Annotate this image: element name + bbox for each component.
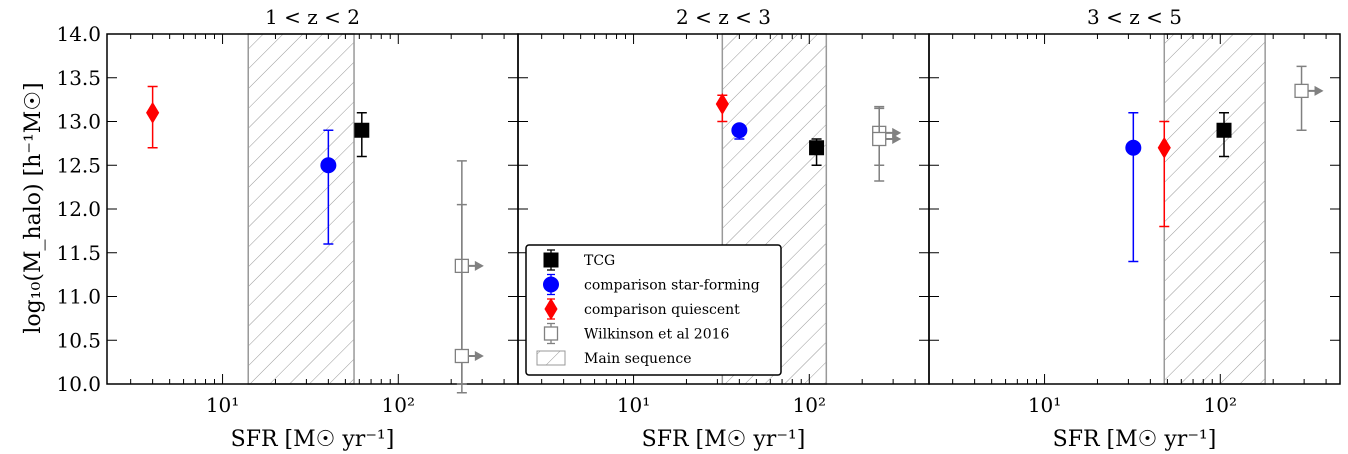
panel-title: 1 < z < 2 [265,5,360,29]
y-tick-label: 12.0 [56,197,101,221]
legend-label: comparison star-forming [584,278,760,294]
legend-marker [544,298,558,320]
x-tick-label: 10² [1204,393,1237,417]
legend-marker [543,252,559,268]
legend-label: Wilkinson et al 2016 [584,327,730,343]
x-tick-label: 10¹ [1028,393,1061,417]
data-point [731,122,748,139]
main-sequence-band [1163,33,1266,385]
limit-arrow-head [474,351,484,361]
data-point [1157,136,1171,159]
x-tick-label: 10¹ [617,393,650,417]
limit-arrow-head [892,134,902,144]
legend-marker [543,326,559,341]
y-tick-label: 12.5 [56,153,101,177]
x-axis-label: SFR [M☉ yr⁻¹] [231,427,395,452]
limit-arrow-head [1314,85,1324,96]
legend-swatch-main-sequence [536,350,566,366]
data-point [872,131,887,147]
panel-title: 2 < z < 3 [676,5,771,29]
legend-label: Main sequence [584,351,692,367]
x-axis-label: SFR [M☉ yr⁻¹] [642,427,806,452]
data-point [1125,139,1142,156]
y-axis-label: log₁₀(M_halo) [h⁻¹M☉] [21,82,46,333]
x-tick-label: 10² [793,393,826,417]
x-axis-label: SFR [M☉ yr⁻¹] [1053,427,1217,452]
legend-box [525,244,782,376]
panel-frame [928,33,1341,385]
data-point [1216,122,1232,138]
y-tick-label: 10.0 [56,372,101,396]
data-point [354,122,370,138]
panel-title: 3 < z < 5 [1087,5,1182,29]
data-point [454,348,470,364]
data-point [809,140,825,156]
x-tick-label: 10² [382,393,415,417]
panel-2: 2 < z < 3 SFR [M☉ yr⁻¹] 10¹ 10² [517,5,930,452]
y-tick-label: 13.5 [56,66,101,90]
main-sequence-band [247,33,355,385]
data-point [715,93,729,115]
y-tick-label: 10.5 [56,328,101,352]
x-tick-label: 10¹ [206,393,239,417]
data-point [146,101,160,124]
limit-arrow-head [474,260,484,271]
y-tick-label: 14.0 [56,22,101,46]
legend-label: comparison quiescent [584,302,740,318]
y-tick-label: 11.0 [56,285,101,309]
y-tick-label: 13.0 [56,110,101,134]
legend-marker [543,276,559,293]
panel-3: 3 < z < 5 SFR [M☉ yr⁻¹] 10¹ 10² [928,5,1341,452]
legend: TCG comparison star-forming comparison qui… [525,244,782,376]
data-point [1294,83,1309,99]
y-tick-label: 11.5 [56,241,101,265]
panel-1: 1 < z < 2 SFR [M☉ yr⁻¹] 10¹ 10² 10.0 10.5 11.0… [56,5,519,452]
legend-label: TCG [584,253,615,269]
data-point [320,157,337,174]
